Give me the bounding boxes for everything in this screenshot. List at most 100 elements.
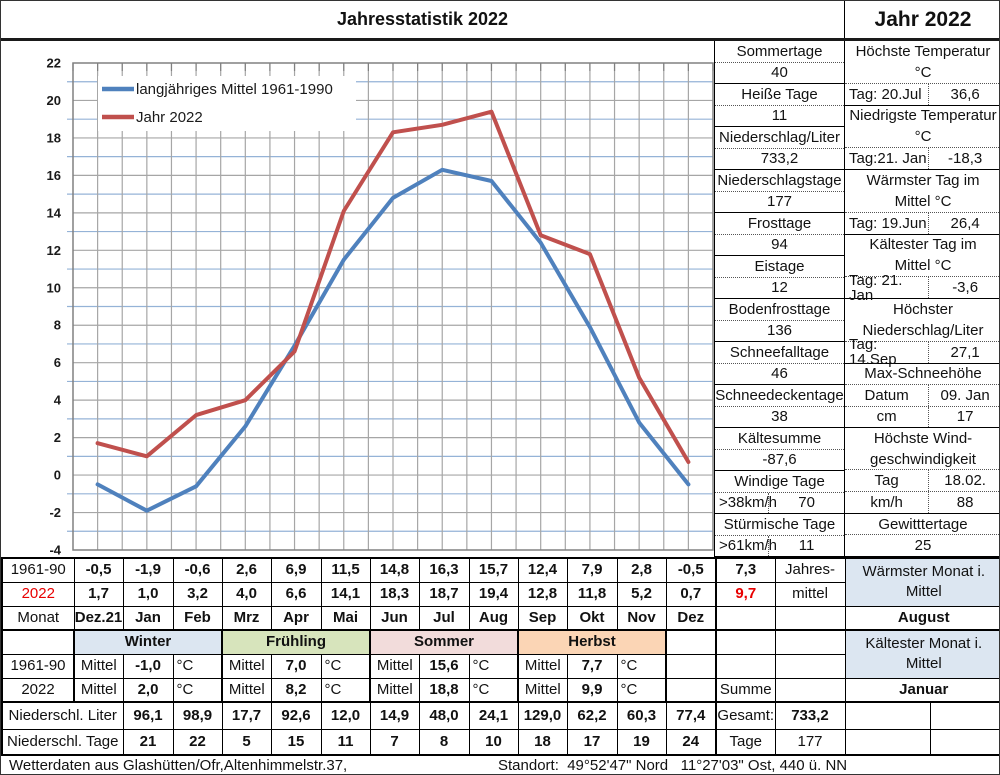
stat-group: Windige Tage >38km/h 70 [715,471,844,514]
table-cell [1,629,75,655]
y-axis-label: 4 [54,393,62,408]
stat-label-line: Max-Schneehöhe [864,365,982,383]
stat-label: Niedrigste Temperatur °C [845,106,999,149]
stat-label-line: Höchste Temperatur [855,42,991,60]
stat-value: 11 [771,107,788,125]
stat-label: Wärmster Tag im Mittel °C [845,170,999,213]
title-bar: Jahresstatistik 2022 Jahr 2022 [1,1,999,41]
stat-pair: >61km/h 11 [715,535,844,556]
table-cell: -1,0 [122,653,174,679]
table-cell [715,605,776,631]
stat-group: Niedrigste Temperatur °C Tag:21. Jan -18,3 [845,106,999,170]
y-axis-label: 10 [47,280,61,295]
table-cell: 18,8 [418,677,470,703]
table-cell: Jun [369,605,420,631]
y-axis-label: 18 [47,130,61,145]
table-cell: 18 [517,728,568,756]
table-row: 1961-90 -0,5 -1,9 -0,6 2,6 6,9 11,5 14,8 16,3 15,… [1,557,999,607]
statistics-panel-right-column: Höchste Temperatur °C Tag: 20.Jul 36,6 Niedr… [845,41,999,557]
table-cell: 7,3 [715,557,776,583]
stat-pair: cm 17 [845,406,999,427]
monthly-data-table: 1961-90 -0,5 -1,9 -0,6 2,6 6,9 11,5 14,8 16,3 15,… [1,557,999,756]
table-cell: Mittel [73,653,124,679]
stat-label: Niederschlagstage [715,170,844,192]
station-info: Wetterdaten aus Glashütten/Ofr,Altenhimm… [9,756,348,774]
stat-label: Schneefalltage [715,342,844,364]
stat-pair-label: cm [845,406,930,427]
stat-label: Kältester Tag im Mittel °C [845,235,999,278]
stat-pair-value: -18,3 [948,150,983,168]
stat-value: 25 [914,537,932,555]
stat-group: Höchste Temperatur °C Tag: 20.Jul 36,6 [845,41,999,106]
table-cell: 177 [774,728,846,756]
y-axis-label: -2 [49,505,61,520]
table-cell: 19 [616,728,667,756]
table-cell: 0,7 [665,581,717,607]
table-cell: 4,0 [221,581,272,607]
table-cell: Monat [1,605,75,631]
y-axis-label: 8 [54,318,61,333]
statistics-panel-left-column: Sommertage 40 Heiße Tage 11 Niederschlag/Lit… [715,41,845,557]
table-cell: 24,1 [468,701,519,730]
table-cell: 3,2 [172,581,223,607]
table-cell: -0,5 [665,557,717,583]
table-cell [929,728,999,756]
y-axis-label: 22 [47,56,61,71]
stat-pair-label: Tag: 20.Jul [845,83,930,105]
table-cell: Frühling [221,629,371,655]
stat-group: Niederschlagstage 177 [715,170,844,213]
table-cell: Feb [172,605,223,631]
table-cell: 9,7 [715,581,776,607]
temperature-line-chart: -4 -2 0 2 4 6 8 10 12 14 16 18 20 22 langjähriges Mitt… [1,41,714,557]
table-cell: 15,7 [468,557,519,583]
table-cell: Kältester Monat i. Mittel [844,629,999,679]
series-line-0 [95,167,691,513]
table-cell: 19,4 [468,581,519,607]
table-cell: 5,2 [616,581,667,607]
stat-label: Frosttage [715,213,844,235]
stat-group: Kältesumme -87,6 [715,428,844,471]
stat-value: 38 [771,408,788,426]
table-cell: Mittel [517,653,568,679]
table-cell: Niederschl. Liter [1,701,124,730]
stat-pair-value: -3,6 [952,279,979,297]
legend-background [98,76,356,131]
stat-group: Gewitttertage 25 [845,514,999,557]
stat-label: Eistage [715,256,844,278]
table-cell: °C [616,677,667,703]
table-cell: 11,8 [566,581,618,607]
stat-group: Heiße Tage 11 [715,84,844,127]
table-cell: °C [468,677,519,703]
stat-pair-label: Tag:21. Jan [845,148,930,169]
stat-value: 136 [766,322,793,340]
stat-pair: Tag:21. Jan -18,3 [845,148,999,169]
table-cell [715,629,776,655]
table-cell: mittel [774,581,846,607]
stat-pair-value: 36,6 [950,85,980,103]
stat-label: Sommertage [715,41,844,63]
table-cell: 60,3 [616,701,667,730]
table-cell: Mittel [221,653,272,679]
table-cell: 2022 [1,581,75,607]
table-cell: 18,7 [418,581,470,607]
stat-value: -87,6 [762,451,797,469]
y-axis-label: 20 [47,93,61,108]
table-cell: Okt [566,605,618,631]
stat-pair-value: 11 [798,537,815,555]
stat-label: Höchster Niederschlag/Liter [845,299,999,342]
table-cell: Niederschl. Tage [1,728,124,756]
location-info: Standort: 49°52'47" Nord 11°27'03" Ost, … [498,756,848,774]
stat-pair-value: 17 [956,408,974,426]
stat-label-line: Gewitttertage [878,515,968,533]
table-row: 1961-90 Mittel -1,0 °C Mittel 7,0 °C Mittel 15,6… [1,653,999,679]
stat-label-line: geschwindigkeit [870,450,976,468]
table-cell [774,629,846,655]
table-cell: Gesamt: [715,701,776,730]
stat-label: Höchste Temperatur °C [845,41,999,84]
stat-pair: Datum 09. Jan [845,385,999,407]
stat-value: 12 [771,279,788,297]
table-cell: 14,9 [369,701,420,730]
table-cell [844,728,931,756]
table-cell: Apr [270,605,322,631]
table-cell: °C [320,653,371,679]
